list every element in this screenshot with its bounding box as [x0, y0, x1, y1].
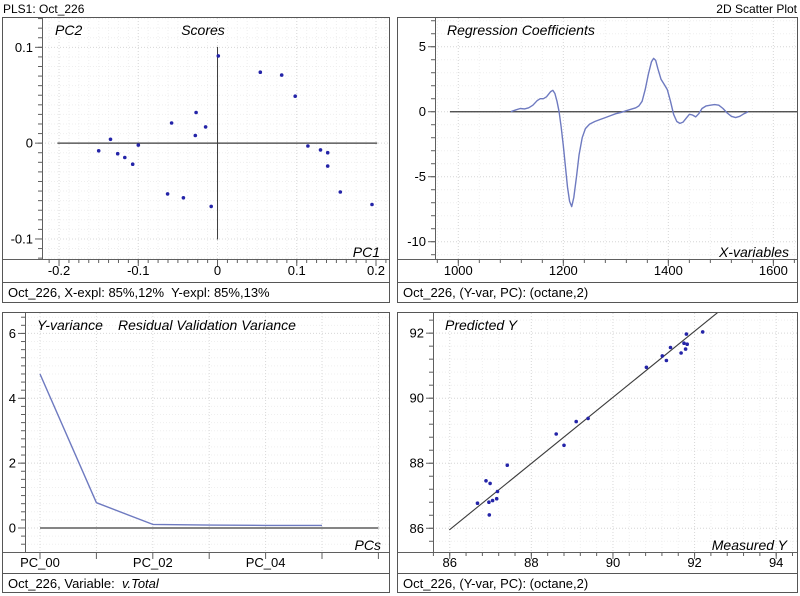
svg-text:0: 0: [9, 521, 16, 536]
svg-text:-0.1: -0.1: [11, 231, 33, 246]
y-variance-axis-label: Y-variance: [37, 317, 103, 333]
predicted-vs-measured-chart: 86 88 90 92 94 92 90 88 86: [398, 313, 797, 570]
svg-text:-10: -10: [407, 234, 426, 249]
residual-variance-title: Residual Validation Variance: [118, 317, 296, 333]
svg-text:PC_02: PC_02: [133, 555, 173, 570]
scores-title: Scores: [181, 22, 225, 38]
pc2-axis-label: PC2: [55, 22, 83, 38]
residual-variance-chart: PC_00 PC_02 PC_04 6 4 2 0: [3, 313, 389, 570]
scores-panel[interactable]: -0.2 -0.1 0 0.1 0.2 0.1 0 -0.1 Oct_226, X-expl:…: [2, 17, 390, 303]
svg-text:0.1: 0.1: [288, 263, 306, 278]
variance-footer: Oct_226, Variable: v.Total: [3, 573, 389, 592]
regression-footer-text: Oct_226, (Y-var, PC): (octane,2): [403, 285, 589, 300]
svg-text:1000: 1000: [444, 263, 473, 278]
svg-text:90: 90: [606, 555, 620, 570]
svg-text:0: 0: [419, 104, 426, 119]
regression-footer: Oct_226, (Y-var, PC): (octane,2): [398, 282, 797, 302]
svg-text:86: 86: [410, 521, 424, 536]
svg-text:-0.2: -0.2: [48, 263, 70, 278]
svg-text:4: 4: [9, 391, 16, 406]
svg-text:1200: 1200: [549, 263, 578, 278]
regression-coefficients-chart: 1000 1200 1400 1600 5 0 -5 -10: [398, 18, 797, 278]
pcs-axis-label: PCs: [354, 537, 381, 553]
svg-text:88: 88: [524, 555, 538, 570]
svg-text:-5: -5: [414, 169, 426, 184]
window-header: PLS1: Oct_226 2D Scatter Plot: [0, 0, 800, 17]
svg-text:0: 0: [214, 263, 221, 278]
svg-text:88: 88: [410, 456, 424, 471]
scores-footer: Oct_226, X-expl: 85%,12% Y-expl: 85%,13%: [3, 282, 389, 302]
view-type-label: 2D Scatter Plot: [716, 2, 797, 16]
measured-y-axis-label: Measured Y: [711, 537, 787, 553]
pc1-axis-label: PC1: [352, 244, 380, 260]
regression-coefficients-panel[interactable]: 1000 1200 1400 1600 5 0 -5 -10 Oct_226, (Y-var,…: [397, 17, 798, 303]
svg-text:2: 2: [9, 456, 16, 471]
scores-chart: -0.2 -0.1 0 0.1 0.2 0.1 0 -0.1: [3, 18, 389, 278]
svg-text:92: 92: [687, 555, 701, 570]
svg-text:PC_00: PC_00: [20, 555, 60, 570]
svg-text:6: 6: [9, 326, 16, 341]
svg-text:-0.1: -0.1: [127, 263, 149, 278]
svg-text:0.2: 0.2: [367, 263, 385, 278]
svg-text:92: 92: [410, 326, 424, 341]
predicted-footer-text: Oct_226, (Y-var, PC): (octane,2): [403, 575, 589, 591]
predicted-vs-measured-panel[interactable]: 86 88 90 92 94 92 90 88 86 Oct_226, (Y-var, PC):…: [397, 312, 798, 593]
scores-footer-text: Oct_226, X-expl: 85%,12% Y-expl: 85%,13%: [8, 285, 270, 300]
svg-text:86: 86: [442, 555, 456, 570]
svg-text:5: 5: [419, 39, 426, 54]
x-variables-axis-label: X-variables: [718, 244, 789, 260]
svg-text:90: 90: [410, 391, 424, 406]
svg-text:0: 0: [26, 136, 33, 151]
svg-text:1400: 1400: [654, 263, 683, 278]
regression-coefficients-title: Regression Coefficients: [447, 22, 595, 38]
svg-text:0.1: 0.1: [15, 40, 33, 55]
predicted-y-axis-label: Predicted Y: [445, 317, 518, 333]
model-title: PLS1: Oct_226: [3, 2, 85, 16]
variance-footer-variable: v.Total: [121, 575, 159, 591]
svg-text:PC_04: PC_04: [246, 555, 286, 570]
svg-text:1600: 1600: [759, 263, 788, 278]
svg-text:94: 94: [769, 555, 783, 570]
predicted-footer: Oct_226, (Y-var, PC): (octane,2): [398, 573, 797, 592]
residual-variance-panel[interactable]: PC_00 PC_02 PC_04 6 4 2 0 Oct_226, Variable: v…: [2, 312, 390, 593]
variance-footer-prefix: Oct_226, Variable:: [8, 575, 122, 591]
